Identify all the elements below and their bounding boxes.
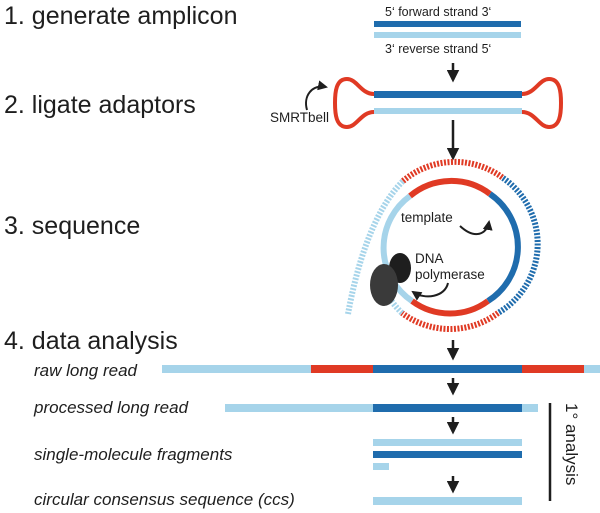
polymerase-label-line2: polymerase [415,267,485,282]
amplicon-strands: 5‘ forward strand 3‘ 3‘ reverse strand 5… [374,5,521,56]
ccs-label: circular consensus sequence (ccs) [34,490,295,509]
fragment-light-short [373,463,389,470]
raw-long-read-label: raw long read [34,361,138,380]
processed-read-segment-dark [373,404,522,412]
processed-long-read-label: processed long read [33,398,189,417]
reverse-strand [374,32,521,38]
polymerase-label-line1: DNA [415,251,444,266]
raw-read-segment-red [311,365,373,373]
template-light-left [380,193,414,304]
step-title-data-analysis: 4. data analysis [4,327,178,355]
template-label: template [401,210,453,225]
fragment-light [373,439,522,446]
raw-read-segment-light [162,365,311,373]
nascent-read-red-top [401,158,505,184]
left-hairpin-adaptor [332,76,375,130]
polymerase-pointer-arrow [411,282,449,301]
template-red-bottom [410,298,490,317]
forward-strand-label: 5‘ forward strand 3‘ [385,5,491,19]
raw-long-read-bar [162,365,600,373]
smrtbell-pointer-arrow [305,80,328,111]
template-red-top [408,177,492,199]
fragment-dark [373,451,522,458]
processed-read-segment-light [522,404,538,412]
ligated-reverse-strand [374,108,522,114]
circular-template: template DNA polymerase [345,158,541,332]
fragment-bars [373,439,522,470]
reverse-strand-label: 3‘ reverse strand 5‘ [385,42,491,56]
analysis-bracket-label: 1° analysis [562,403,581,485]
step-title-sequence: 3. sequence [4,212,140,240]
nascent-read-red-bottom [400,310,500,332]
nascent-read-light-outer [345,178,406,315]
raw-read-segment-red [522,365,584,373]
raw-read-segment-dark [373,365,522,373]
step-title-generate-amplicon: 1. generate amplicon [4,2,237,30]
single-molecule-fragments-label: single-molecule fragments [34,445,233,464]
ccs-bar [373,497,522,505]
polymerase-body-front [370,264,398,306]
smrtbell-label: SMRTbell [270,110,329,125]
processed-long-read-bar [225,404,538,412]
raw-read-segment-light [584,365,600,373]
processed-read-segment-light [225,404,373,412]
template-dark-right [486,191,521,304]
step-title-ligate-adaptors: 2. ligate adaptors [4,91,196,119]
template-pointer-arrow [459,220,493,236]
right-hairpin-adaptor [521,76,564,130]
smrtbell-construct: SMRTbell [270,76,564,130]
ligated-forward-strand [374,91,522,98]
forward-strand [374,21,521,27]
nascent-read-dark-right [496,175,541,316]
